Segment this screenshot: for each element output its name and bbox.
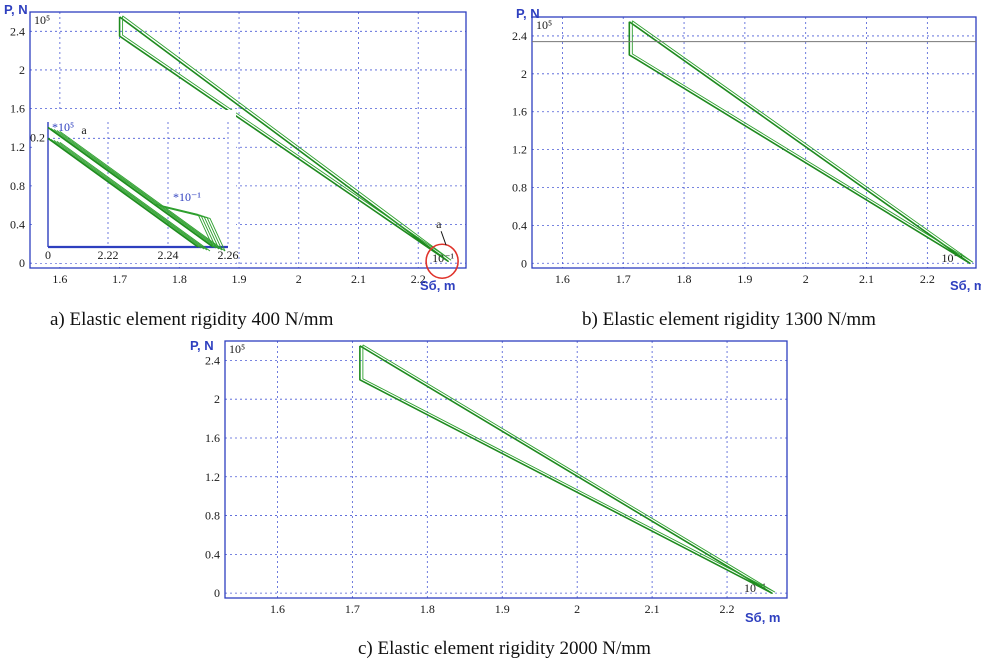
x-tick-label: 2 xyxy=(803,272,809,286)
inset-series-1-cycle-line xyxy=(59,141,211,252)
inset-x-tick-label: 2.24 xyxy=(158,248,179,262)
inset-series-0-cycle-line xyxy=(59,131,226,252)
y-tick-label: 1.6 xyxy=(10,102,25,116)
y-tick-label: 1.2 xyxy=(205,470,220,484)
y-tick-label: 2 xyxy=(19,63,25,77)
y-tick-label: 1.2 xyxy=(10,140,25,154)
series-0-line xyxy=(118,16,449,263)
inset-series-0-cycle-line xyxy=(50,128,217,249)
y-exponent-label: 10⁵ xyxy=(34,13,50,27)
x-tick-label: 2.1 xyxy=(351,272,366,286)
x-tick-label: 2 xyxy=(296,272,302,286)
y-tick-label: 0.8 xyxy=(10,179,25,193)
x-axis-label: Sб, m xyxy=(745,610,780,625)
x-tick-label: 1.9 xyxy=(737,272,752,286)
y-axis-label: P, N xyxy=(4,2,28,17)
inset-series-0-cycle-line xyxy=(53,129,220,250)
chart-panel-b: 1.6 1.7 1.8 1.9 2 2.1 2.200.40.81.21.622.410⁵1… xyxy=(512,6,981,293)
x-tick-label: 1.9 xyxy=(232,272,247,286)
chart-panel-a: 1.6 1.7 1.8 1.9 2 2.1 2.200.40.81.21.622.410⁵1… xyxy=(4,2,467,293)
y-axis-label: P, N xyxy=(190,338,214,353)
y-tick-label: 2.4 xyxy=(10,24,25,38)
inset-series-1-cycle-line xyxy=(53,139,205,250)
x-tick-label: 1.6 xyxy=(52,272,67,286)
annotation-label: a xyxy=(436,217,442,231)
series-0-line xyxy=(359,345,773,594)
y-tick-label: 0.4 xyxy=(10,218,25,232)
x-tick-label: 1.8 xyxy=(677,272,692,286)
y-tick-label: 0 xyxy=(521,256,527,270)
caption-a: a) Elastic element rigidity 400 N/mm xyxy=(50,309,334,330)
y-tick-label: 0.4 xyxy=(512,218,527,232)
y-tick-label: 2.4 xyxy=(512,29,527,43)
inset-chart: 0 2.22 2.24 2.260.2*10⁵*10⁻¹a xyxy=(30,110,239,263)
series-0-cycle-line xyxy=(631,20,974,263)
inset-series-0-cycle-line xyxy=(56,130,223,251)
x-tick-label: 1.7 xyxy=(616,272,631,286)
x-tick-label: 2.1 xyxy=(645,602,660,616)
x-tick-label: 1.8 xyxy=(172,272,187,286)
x-tick-label: 2 xyxy=(574,602,580,616)
plot-frame xyxy=(29,11,467,269)
x-tick-label: 1.7 xyxy=(112,272,127,286)
y-exponent-label: 10⁵ xyxy=(229,342,245,356)
x-tick-label: 1.8 xyxy=(420,602,435,616)
x-tick-label: 1.9 xyxy=(495,602,510,616)
inset-series-0-line xyxy=(47,126,214,248)
caption-b: b) Elastic element rigidity 1300 N/mm xyxy=(582,309,876,330)
x-axis-label: Sб, m xyxy=(420,278,455,293)
highlight-circle xyxy=(425,243,459,280)
y-tick-label: 0.8 xyxy=(205,509,220,523)
x-tick-label: 2.1 xyxy=(859,272,874,286)
inset-series-1-cycle-line xyxy=(56,140,208,251)
x-tick-label: 2.2 xyxy=(411,272,426,286)
x-tick-label: 1.6 xyxy=(555,272,570,286)
series-0-cycle-line xyxy=(362,344,776,593)
inset-y-tick-label: 0.2 xyxy=(30,130,45,144)
y-tick-label: 2.4 xyxy=(205,353,220,367)
plot-frame xyxy=(531,16,977,269)
y-tick-label: 1.6 xyxy=(512,105,527,119)
inset-series-1-cycle-line xyxy=(50,138,202,249)
inset-label: a xyxy=(81,123,87,137)
inset-series-2-cycle-line xyxy=(164,207,226,252)
inset-x-tick-label: 0 xyxy=(45,248,51,262)
x-tick-label: 2.2 xyxy=(720,602,735,616)
y-tick-label: 1.6 xyxy=(205,431,220,445)
chart-panel-c: 1.6 1.7 1.8 1.9 2 2.1 2.200.40.81.21.622.410⁵1… xyxy=(190,338,788,625)
inset-x-tick-label: 2.22 xyxy=(98,248,119,262)
y-tick-label: 0 xyxy=(19,256,25,270)
y-tick-label: 2 xyxy=(214,392,220,406)
inset-series-1-line xyxy=(47,137,199,248)
series-0-line xyxy=(628,21,971,265)
y-tick-label: 0.4 xyxy=(205,547,220,561)
x-tick-label: 2.2 xyxy=(920,272,935,286)
inset-x-tick-label: 2.26 xyxy=(218,248,239,262)
y-exponent-label: 10⁵ xyxy=(536,18,552,32)
y-tick-label: 0 xyxy=(214,586,220,600)
x-tick-label: 1.6 xyxy=(270,602,285,616)
inset-x-exponent: *10⁻¹ xyxy=(173,190,201,204)
y-tick-label: 2 xyxy=(521,67,527,81)
y-axis-label: P, N xyxy=(516,6,540,21)
y-tick-label: 0.8 xyxy=(512,180,527,194)
series-0-cycle-line xyxy=(122,15,452,261)
y-tick-label: 1.2 xyxy=(512,143,527,157)
caption-c: c) Elastic element rigidity 2000 N/mm xyxy=(358,638,651,659)
x-tick-label: 1.7 xyxy=(345,602,360,616)
plot-frame xyxy=(224,340,788,599)
x-axis-label: Sб, m xyxy=(950,278,981,293)
annotation-arrow xyxy=(440,231,447,246)
